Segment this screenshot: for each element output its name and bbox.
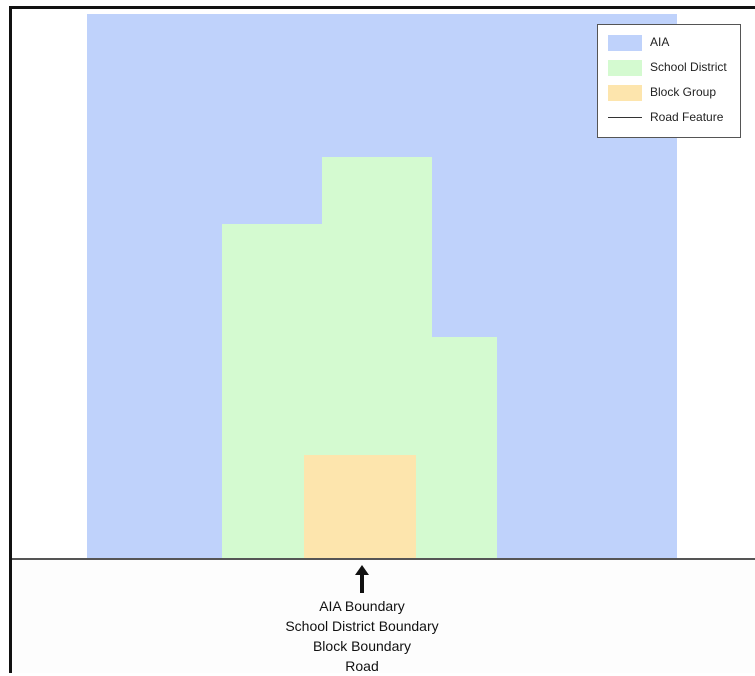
- annotation-line-school-district-boundary: School District Boundary: [285, 618, 439, 634]
- legend-item-aia: AIA: [608, 33, 738, 53]
- legend-label-aia: AIA: [650, 35, 670, 49]
- boundary-annotation: AIA Boundary School District Boundary Bl…: [212, 596, 512, 676]
- legend-label-block-group: Block Group: [650, 85, 717, 99]
- legend: AIA School District Block Group Road Fea…: [597, 24, 741, 138]
- legend-item-block-group: Block Group: [608, 83, 738, 103]
- legend-line-road-feature: [608, 117, 642, 118]
- annotation-line-road: Road: [345, 658, 379, 674]
- road-line: [12, 558, 755, 560]
- legend-swatch-school-district: [608, 60, 642, 76]
- legend-label-school-district: School District: [650, 60, 727, 74]
- legend-swatch-aia: [608, 35, 642, 51]
- legend-swatch-block-group: [608, 85, 642, 101]
- below-road-area: [12, 560, 755, 673]
- up-arrow-icon: [355, 565, 369, 593]
- annotation-line-aia-boundary: AIA Boundary: [319, 598, 405, 614]
- block-group-area: [304, 455, 416, 562]
- school-district-area-right: [432, 337, 497, 562]
- diagram-frame: AIA Boundary School District Boundary Bl…: [9, 6, 755, 676]
- legend-item-school-district: School District: [608, 58, 738, 78]
- legend-label-road-feature: Road Feature: [650, 110, 724, 124]
- annotation-line-block-boundary: Block Boundary: [312, 638, 412, 654]
- legend-item-road-feature: Road Feature: [608, 108, 738, 128]
